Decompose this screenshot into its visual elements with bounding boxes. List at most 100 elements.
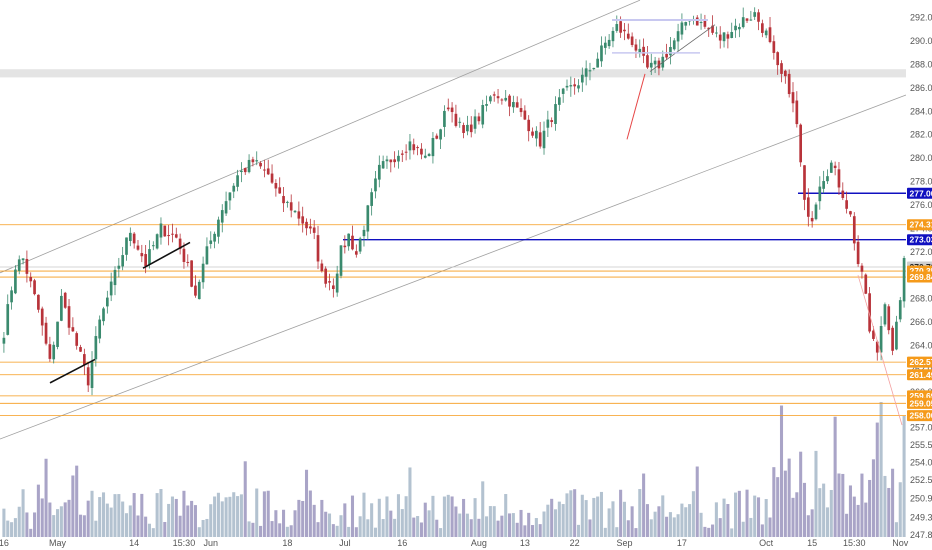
price-tick-label: 278.00 — [910, 177, 932, 187]
candle-body — [619, 21, 622, 33]
volume-bar — [362, 492, 366, 537]
candle-body — [343, 245, 347, 248]
volume-bar — [56, 509, 60, 537]
volume-bar — [672, 517, 676, 537]
volume-bar — [668, 512, 672, 537]
volume-bar — [829, 489, 833, 537]
volume-bar — [883, 475, 887, 537]
candle-body — [278, 187, 282, 194]
trendline-drawing — [649, 24, 716, 72]
candle-body — [217, 219, 220, 237]
volume-bar — [113, 494, 117, 537]
volume-bar — [523, 525, 527, 537]
candle-body — [672, 40, 676, 50]
volume-bar — [48, 502, 52, 537]
candle-body — [67, 306, 71, 328]
candle-body — [14, 269, 17, 294]
volume-bar — [59, 506, 63, 537]
candle-body — [339, 245, 343, 276]
volume-bar — [366, 519, 370, 537]
volume-bar — [565, 493, 569, 537]
candle-body — [799, 124, 803, 163]
price-tick-label: 280.00 — [910, 153, 932, 163]
candle-body — [569, 85, 573, 87]
candle-body — [485, 104, 488, 106]
candle-body — [44, 322, 48, 344]
candle-body — [220, 210, 224, 223]
volume-bar — [293, 510, 297, 537]
candle-body — [102, 308, 105, 322]
volume-bar — [569, 490, 573, 537]
volume-bar — [814, 450, 818, 537]
time-tick-label: 15 — [807, 538, 817, 548]
volume-bar — [527, 512, 531, 537]
volume-bar — [787, 458, 791, 537]
candle-body — [535, 130, 538, 139]
candle-body — [818, 186, 822, 202]
volume-bar — [875, 422, 879, 537]
candle-body — [136, 245, 140, 250]
volume-bar — [381, 519, 385, 537]
candle-body — [446, 107, 450, 110]
candle-body — [875, 341, 879, 353]
price-tick-label: 272.00 — [910, 247, 932, 257]
time-tick-label: Jul — [339, 538, 351, 548]
candle-body — [282, 196, 285, 204]
volume-bar — [734, 492, 738, 537]
candle-body — [259, 162, 262, 167]
level-badge — [907, 356, 932, 368]
candle-body — [473, 116, 477, 129]
time-tick-label: Sep — [616, 538, 632, 548]
volume-bar — [90, 490, 94, 537]
price-tick-label: 255.50 — [910, 440, 932, 450]
volume-bar — [538, 524, 542, 537]
candle-body — [512, 102, 515, 108]
candle-body — [370, 192, 373, 206]
volume-bar — [33, 512, 37, 537]
candle-body — [301, 216, 305, 224]
candle-body — [347, 233, 351, 247]
volume-bar — [274, 510, 278, 537]
candle-body — [40, 308, 44, 326]
volume-bar — [500, 515, 504, 537]
volume-bar — [44, 458, 48, 537]
candle-body — [496, 96, 500, 99]
candle-body — [703, 19, 707, 27]
volume-bar — [304, 469, 309, 537]
candle-body — [427, 153, 431, 157]
volume-bar — [2, 508, 6, 537]
volume-bar — [71, 475, 75, 537]
volume-bar — [573, 489, 577, 537]
volume-bar — [404, 496, 408, 537]
volume-bar — [21, 489, 25, 537]
volume-bar — [864, 502, 868, 537]
level-badge-label: 270.35 — [910, 266, 932, 276]
volume-bar — [232, 492, 236, 537]
volume-bar — [868, 479, 872, 537]
candle-body — [128, 232, 132, 241]
volume-bar — [431, 495, 435, 537]
candle-body — [155, 234, 159, 249]
volume-bar — [469, 519, 473, 537]
candle-body — [297, 211, 301, 219]
time-tick-label: Jun — [204, 538, 219, 548]
time-tick-label: Oct — [759, 538, 774, 548]
volume-bar — [465, 513, 469, 537]
candle-body — [588, 70, 592, 72]
candle-body — [266, 168, 270, 175]
candle-body — [741, 17, 745, 28]
volume-bar — [481, 481, 485, 537]
volume-bar — [645, 504, 649, 537]
candle-body — [492, 94, 496, 96]
candle-body — [374, 178, 377, 192]
volume-bar — [496, 520, 500, 537]
candle-body — [864, 274, 868, 294]
volume-bar — [806, 515, 810, 537]
candle-body — [63, 292, 67, 308]
volume-bar — [316, 522, 320, 537]
volume-bar — [377, 498, 381, 537]
candle-body — [132, 233, 136, 244]
